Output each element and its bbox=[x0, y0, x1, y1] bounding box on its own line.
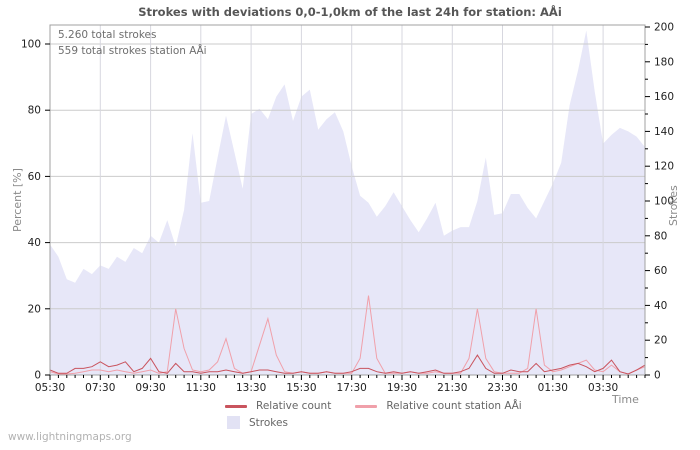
legend-row-area: Strokes bbox=[225, 416, 546, 429]
strokes-area-series bbox=[50, 30, 645, 375]
right-axis bbox=[645, 26, 650, 376]
legend-label-relative-count: Relative count bbox=[256, 400, 332, 412]
x-tick-label: 07:30 bbox=[85, 382, 115, 394]
right-axis-title: Strokes bbox=[667, 185, 680, 226]
legend-item-relative-count-station: Relative count station AÅi bbox=[355, 400, 522, 412]
tick-label: 100 bbox=[654, 196, 674, 208]
legend-item-relative-count: Relative count bbox=[225, 400, 331, 412]
x-tick-label: 03:30 bbox=[588, 382, 618, 394]
legend-row-lines: Relative count Relative count station AÅ… bbox=[225, 400, 546, 412]
gridlines bbox=[50, 25, 645, 375]
tick-label: 20 bbox=[28, 303, 41, 315]
tick-label: 0 bbox=[34, 370, 41, 382]
chart-legend: Relative count Relative count station AÅ… bbox=[225, 400, 546, 429]
relative-count-line-swatch-icon bbox=[225, 404, 247, 408]
annotation-total-strokes: 5.260 total strokes bbox=[58, 29, 157, 41]
tick-label: 120 bbox=[654, 161, 674, 173]
legend-label-strokes: Strokes bbox=[249, 416, 288, 429]
x-tick-label: 09:30 bbox=[135, 382, 165, 394]
annotation-station-strokes: 559 total strokes station AÅi bbox=[58, 45, 207, 57]
percent-line-series bbox=[49, 295, 646, 375]
x-tick-label: 11:30 bbox=[186, 382, 216, 394]
watermark-link: www.lightningmaps.org bbox=[8, 431, 132, 443]
x-tick-label: 01:30 bbox=[538, 382, 568, 394]
tick-label: 60 bbox=[28, 171, 41, 183]
tick-label: 200 bbox=[654, 22, 674, 34]
relative-count-station-line-swatch-icon bbox=[355, 404, 378, 408]
x-tick-label: 15:30 bbox=[286, 382, 316, 394]
x-tick-label: 21:30 bbox=[437, 382, 467, 394]
tick-label: 20 bbox=[654, 335, 667, 347]
tick-label: 80 bbox=[28, 105, 41, 117]
left-axis-title: Percent [%] bbox=[11, 168, 24, 232]
x-axis-title: Time bbox=[612, 393, 639, 406]
x-tick-label: 05:30 bbox=[35, 382, 65, 394]
tick-label: 160 bbox=[654, 91, 674, 103]
chart-title: Strokes with deviations 0,0-1,0km of the… bbox=[138, 5, 562, 19]
left-axis bbox=[45, 43, 50, 376]
x-tick-label: 19:30 bbox=[387, 382, 417, 394]
legend-item-strokes: Strokes bbox=[225, 416, 288, 429]
x-tick-label: 13:30 bbox=[236, 382, 266, 394]
relative-count-station-a-i-line bbox=[49, 295, 646, 375]
tick-label: 0 bbox=[654, 370, 661, 382]
tick-label: 40 bbox=[28, 237, 41, 249]
strokes-area-swatch-icon bbox=[227, 416, 240, 429]
x-tick-label: 23:30 bbox=[487, 382, 517, 394]
tick-label: 100 bbox=[21, 39, 41, 51]
tick-label: 140 bbox=[654, 126, 674, 138]
x-tick-label: 17:30 bbox=[337, 382, 367, 394]
tick-label: 80 bbox=[654, 230, 667, 242]
tick-label: 40 bbox=[654, 300, 667, 312]
tick-label: 180 bbox=[654, 56, 674, 68]
relative-count-line bbox=[49, 354, 646, 375]
x-axis bbox=[49, 375, 646, 380]
plot-border bbox=[49, 24, 646, 376]
tick-label: 60 bbox=[654, 265, 667, 277]
legend-label-relative-count-station: Relative count station AÅi bbox=[386, 400, 522, 412]
strokes-area bbox=[50, 30, 645, 375]
